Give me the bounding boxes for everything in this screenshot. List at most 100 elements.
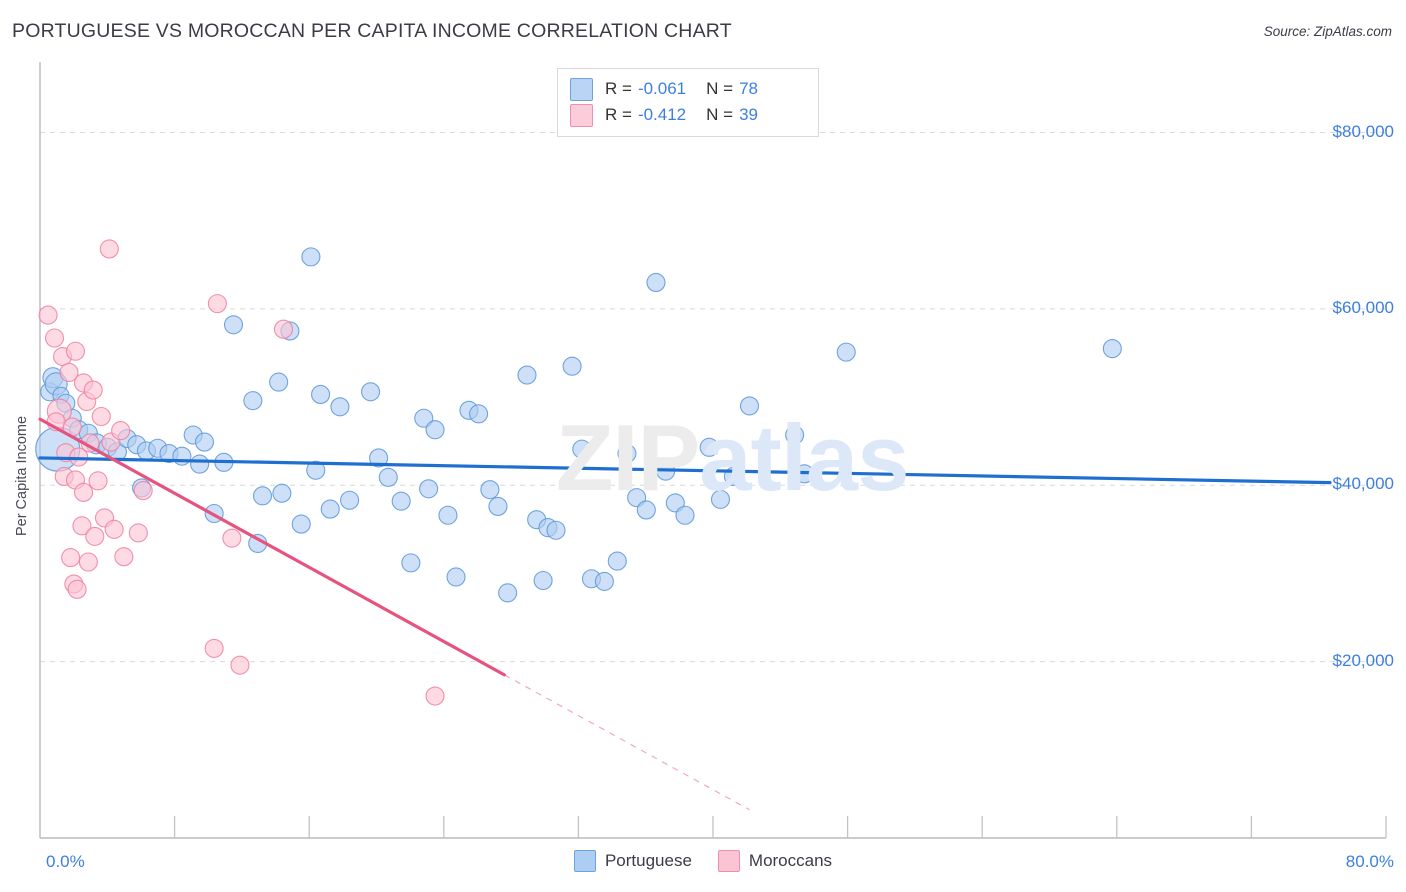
- data-point: [425, 420, 445, 440]
- n-value-portuguese: 78: [739, 79, 758, 98]
- series-points-portuguese: [35, 247, 1122, 603]
- data-point: [128, 523, 148, 543]
- correlation-legend: R = -0.061 N = 78 R = -0.412 N = 39: [557, 68, 819, 137]
- data-point: [223, 315, 244, 335]
- data-point: [469, 404, 489, 424]
- y-axis-tick-label: $80,000: [1332, 121, 1394, 141]
- data-point: [488, 496, 508, 516]
- data-point: [230, 655, 250, 675]
- r-value-moroccans: -0.412: [637, 105, 687, 124]
- data-point: [91, 406, 111, 427]
- data-point: [617, 443, 637, 464]
- y-axis-tick-label: $20,000: [1332, 650, 1394, 670]
- n-label-moroccans: N =: [706, 105, 734, 124]
- trendline-extension-moroccans: [504, 674, 750, 811]
- data-point: [269, 372, 289, 392]
- data-point: [306, 460, 326, 480]
- data-point: [190, 454, 210, 474]
- series-legend: Portuguese Moroccans: [0, 850, 1406, 872]
- series-swatch-moroccans: [717, 850, 740, 872]
- n-label-portuguese: N =: [706, 79, 734, 98]
- trendline-portuguese: [38, 456, 1332, 485]
- data-point: [252, 486, 273, 506]
- data-point: [425, 686, 445, 706]
- n-value-moroccans: 39: [739, 105, 758, 124]
- legend-swatch-moroccans: [570, 103, 593, 127]
- data-point: [114, 547, 134, 567]
- data-point: [646, 272, 666, 293]
- data-point: [311, 384, 331, 405]
- data-point: [301, 247, 321, 267]
- data-point: [104, 519, 124, 539]
- data-point: [73, 482, 94, 502]
- data-point: [533, 570, 553, 591]
- data-point: [85, 526, 105, 546]
- data-point: [272, 483, 292, 503]
- y-axis-tick-label: $40,000: [1332, 474, 1394, 494]
- data-point: [320, 499, 340, 519]
- series-legend-item-moroccans[interactable]: Moroccans: [717, 850, 833, 872]
- data-point: [65, 341, 86, 361]
- data-point: [498, 583, 518, 603]
- data-point: [44, 328, 65, 348]
- legend-swatch-portuguese: [570, 77, 593, 101]
- data-point: [61, 548, 81, 568]
- data-point: [194, 432, 215, 452]
- data-point: [243, 391, 263, 411]
- data-point: [88, 471, 108, 491]
- data-point: [636, 500, 656, 520]
- series-points-moroccans: [38, 239, 445, 706]
- data-point: [83, 380, 103, 400]
- data-point: [710, 489, 731, 509]
- data-point: [419, 479, 439, 499]
- data-point: [67, 579, 87, 599]
- source-attribution: Source: ZipAtlas.com: [1263, 24, 1392, 39]
- data-point: [273, 319, 294, 339]
- data-point: [330, 397, 350, 417]
- data-point: [739, 396, 760, 416]
- data-point: [785, 425, 805, 445]
- trendline-moroccans: [38, 417, 506, 677]
- data-point: [546, 520, 566, 540]
- series-label-moroccans: Moroccans: [748, 851, 833, 870]
- data-point: [594, 571, 614, 591]
- x-axis-max-label: 80.0%: [1345, 852, 1394, 871]
- data-point: [699, 437, 719, 457]
- data-point: [572, 439, 592, 459]
- data-point: [1102, 339, 1122, 359]
- data-point: [72, 516, 92, 536]
- data-point: [517, 365, 537, 385]
- y-axis-tick-label: $60,000: [1332, 297, 1394, 317]
- data-point: [414, 408, 434, 428]
- data-point: [480, 480, 500, 500]
- data-point: [99, 239, 119, 259]
- data-point: [369, 448, 389, 468]
- data-point: [340, 490, 360, 510]
- data-point: [207, 294, 227, 314]
- series-swatch-portuguese: [573, 850, 596, 872]
- data-point: [222, 528, 242, 548]
- r-label-moroccans: R =: [605, 105, 632, 124]
- data-point: [172, 446, 192, 466]
- data-point: [111, 421, 131, 441]
- data-point: [401, 553, 421, 573]
- x-axis-min-label: 0.0%: [46, 852, 85, 871]
- r-value-portuguese: -0.061: [637, 79, 687, 98]
- data-point: [562, 356, 582, 376]
- data-point: [391, 491, 411, 511]
- data-point: [78, 552, 98, 572]
- series-legend-item-portuguese[interactable]: Portuguese: [573, 850, 692, 872]
- data-point: [438, 505, 458, 525]
- correlation-row-moroccans: R = -0.412 N = 39: [570, 102, 806, 128]
- data-point: [133, 481, 153, 501]
- data-point: [204, 638, 224, 658]
- data-point: [291, 514, 311, 534]
- correlation-row-portuguese: R = -0.061 N = 78: [570, 76, 806, 102]
- data-point: [378, 467, 398, 487]
- data-point: [446, 567, 466, 587]
- data-point: [836, 342, 856, 362]
- y-axis-title: Per Capita Income: [14, 415, 30, 537]
- data-point: [361, 382, 381, 402]
